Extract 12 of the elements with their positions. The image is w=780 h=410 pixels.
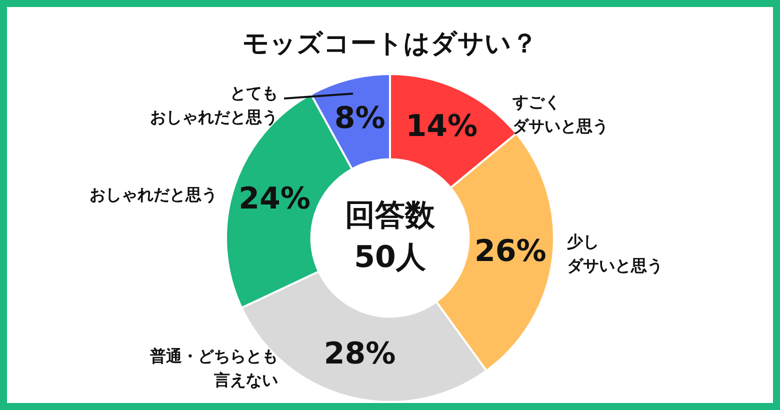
slice-label: すごくダサいと思う bbox=[512, 92, 609, 136]
text: 回答数 50人 bbox=[345, 198, 436, 275]
data-label: 24% bbox=[238, 181, 310, 216]
data-label: 14% bbox=[406, 108, 478, 144]
chart-title: モッズコートはダサい？ bbox=[242, 28, 538, 59]
slice-label: おしゃれだと思う bbox=[89, 185, 218, 204]
data-label: 28% bbox=[324, 336, 396, 372]
slice-label: 普通・どちらとも言えない bbox=[149, 346, 278, 390]
slice-label: 少しダサいと思う bbox=[567, 232, 664, 276]
slice-label: とてもおしゃれだと思う bbox=[150, 84, 278, 127]
data-label: 26% bbox=[474, 234, 546, 270]
data-label: 8% bbox=[334, 101, 386, 136]
